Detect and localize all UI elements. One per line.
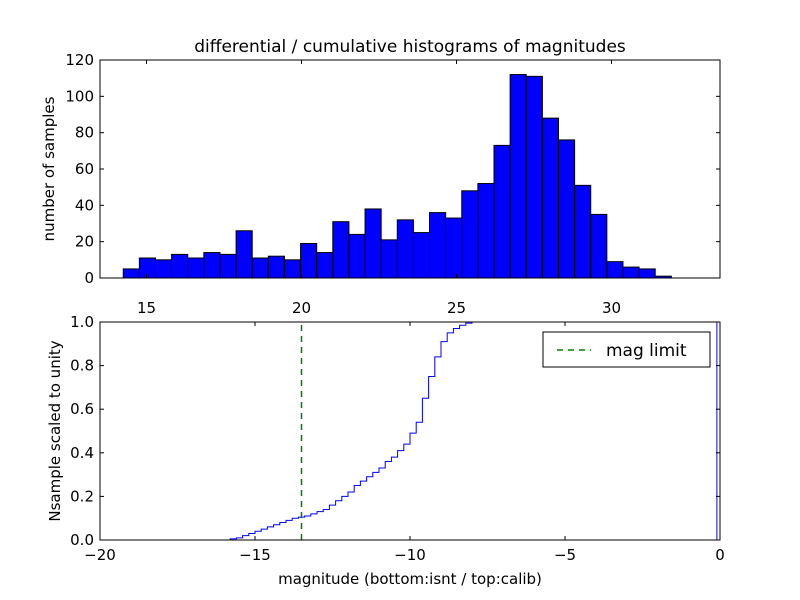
bottom-x-axis-label: magnitude (bottom:isnt / top:calib) [278,570,542,588]
histogram-bar [235,230,253,279]
chart-title: differential / cumulative histograms of … [194,37,626,57]
histogram-bar [412,232,431,279]
cumulative-axes: 0.0 0.2 0.4 0.6 0.8 1.0 −20 −15 −10 −5 0 magnitude… [46,313,725,588]
histogram-bar [300,242,318,279]
histogram-bar [283,259,302,279]
histogram-bar [590,213,608,279]
legend-label-mag-limit: mag limit [606,341,687,361]
histogram-bar [364,208,382,279]
top-y-axis-label: number of samples [40,96,58,241]
histogram-bar [477,183,495,279]
histogram-bar [251,257,269,279]
top-x-tick-label: 30 [602,299,621,317]
histogram-bar [267,255,285,279]
bottom-x-tick-label: 0 [715,546,725,564]
legend-box [542,331,711,368]
histogram-bar [622,266,640,279]
cumulative-step-line [103,321,717,541]
histogram-bar [332,221,350,279]
bottom-y-tick-label: 0.6 [70,400,94,418]
histogram-bar [122,268,140,279]
top-x-tick-label: 25 [447,299,466,317]
histogram-bar [348,233,366,279]
bottom-axes-frame [99,321,721,541]
bottom-x-tick-label: −20 [84,546,116,564]
top-x-tick-label: 15 [137,299,156,317]
top-ticks: 0 20 40 60 80 100 120 15 20 25 30 [65,51,720,317]
histogram-bar [380,239,398,279]
histogram-bar [493,144,511,279]
bottom-y-tick-label: 1.0 [70,313,94,331]
bottom-y-tick-label: 0.4 [70,444,94,462]
top-y-tick-label: 80 [75,124,94,142]
histogram-bar [154,259,173,279]
top-axes-frame [99,59,721,279]
histogram-bar [445,217,463,279]
bottom-ticks: 0.0 0.2 0.4 0.6 0.8 1.0 −20 −15 −10 −5 0 [70,313,725,564]
histogram-bar [187,257,205,279]
bottom-y-axis-label: Nsample scaled to unity [46,340,64,521]
histogram-bar [316,252,334,279]
top-y-tick-label: 20 [75,233,94,251]
histogram-axes: differential / cumulative histograms of … [40,37,721,317]
bottom-y-tick-label: 0.8 [70,357,94,375]
histogram-bar [525,75,543,279]
bottom-x-tick-label: −15 [239,546,271,564]
histogram-bar [574,184,592,279]
bottom-x-tick-label: −5 [554,546,576,564]
histogram-bar [171,253,189,279]
top-y-tick-label: 100 [65,87,94,105]
histogram-bar [138,257,156,279]
histogram-bar [396,219,414,279]
bottom-y-tick-label: 0.2 [70,487,94,505]
top-x-tick-label: 20 [292,299,311,317]
histogram-bars [122,74,672,279]
histogram-bar [203,252,221,279]
legend: mag limit [542,331,711,368]
bottom-y-tick-label: 0.0 [70,531,94,549]
histogram-bar [509,74,527,279]
histogram-bar [638,268,656,279]
top-y-tick-label: 120 [65,51,94,69]
cumulative-lines [103,321,718,541]
histogram-bar [541,117,559,279]
top-y-tick-label: 0 [84,269,94,287]
histogram-bar [429,212,447,279]
histogram-bar [606,261,624,279]
top-y-tick-label: 40 [75,196,94,214]
histogram-bar [557,139,576,279]
histogram-bar [219,253,237,279]
bottom-x-tick-label: −10 [394,546,426,564]
top-y-tick-label: 60 [75,160,94,178]
histogram-bar [461,190,479,279]
